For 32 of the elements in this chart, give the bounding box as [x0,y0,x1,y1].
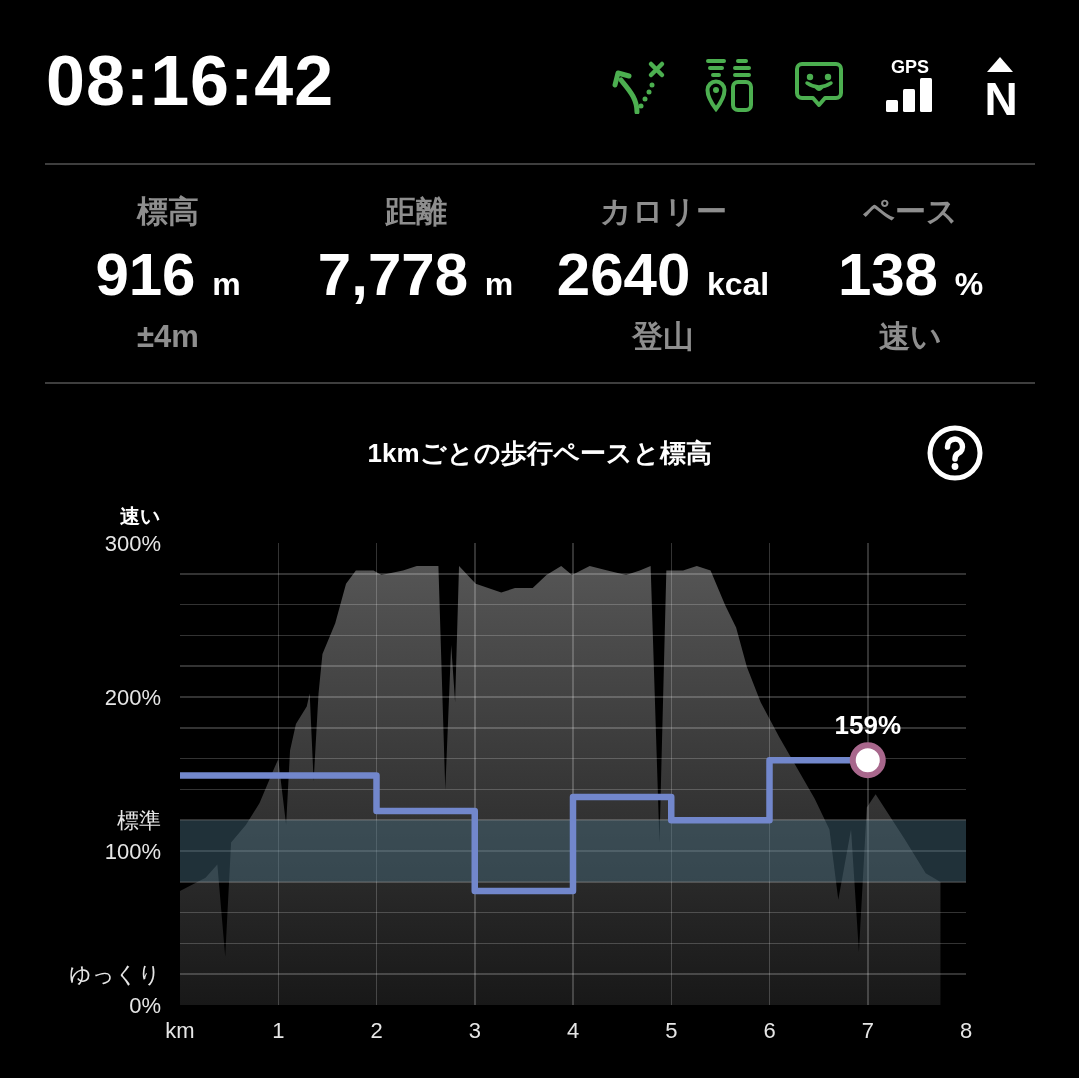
text: 2640 kcal [556,241,770,308]
text: 速い [879,318,942,356]
data-label: 159% [834,709,901,740]
x-tick-label: 3 [468,1018,481,1043]
x-tick-label: km [165,1018,195,1043]
y-tick-label: 100% [104,838,161,864]
text: 08:16:42 [46,42,335,120]
text: ±4m [137,318,199,356]
x-tick-label: 7 [861,1018,874,1043]
x-tick-label: 4 [566,1018,580,1043]
text: 916 m [95,241,241,308]
text: 7,778 m [317,241,514,308]
x-tick-label: 2 [370,1018,383,1043]
x-tick-label: 5 [665,1018,678,1043]
text: カロリー [599,193,727,231]
chart-title: 1kmごとの歩行ペースと標高 [367,437,712,468]
text: 登山 [632,318,694,356]
text: 距離 [384,193,447,231]
text: ペース [863,193,958,231]
text: 速い [120,505,160,527]
y-tick-label: ゆっくり [69,961,161,987]
y-tick-label: 200% [104,684,161,710]
text: 138 % [837,241,984,308]
x-tick-label: 8 [959,1018,973,1043]
x-tick-label: 1 [272,1018,285,1043]
text: 標高 [137,193,199,231]
text: N [984,73,1018,125]
text: GPS [890,57,930,77]
x-tick-label: 6 [763,1018,776,1043]
y-tick-label: 300% [104,530,161,556]
y-tick-label: 0% [129,992,161,1018]
y-tick-label: 標準 [117,807,161,833]
